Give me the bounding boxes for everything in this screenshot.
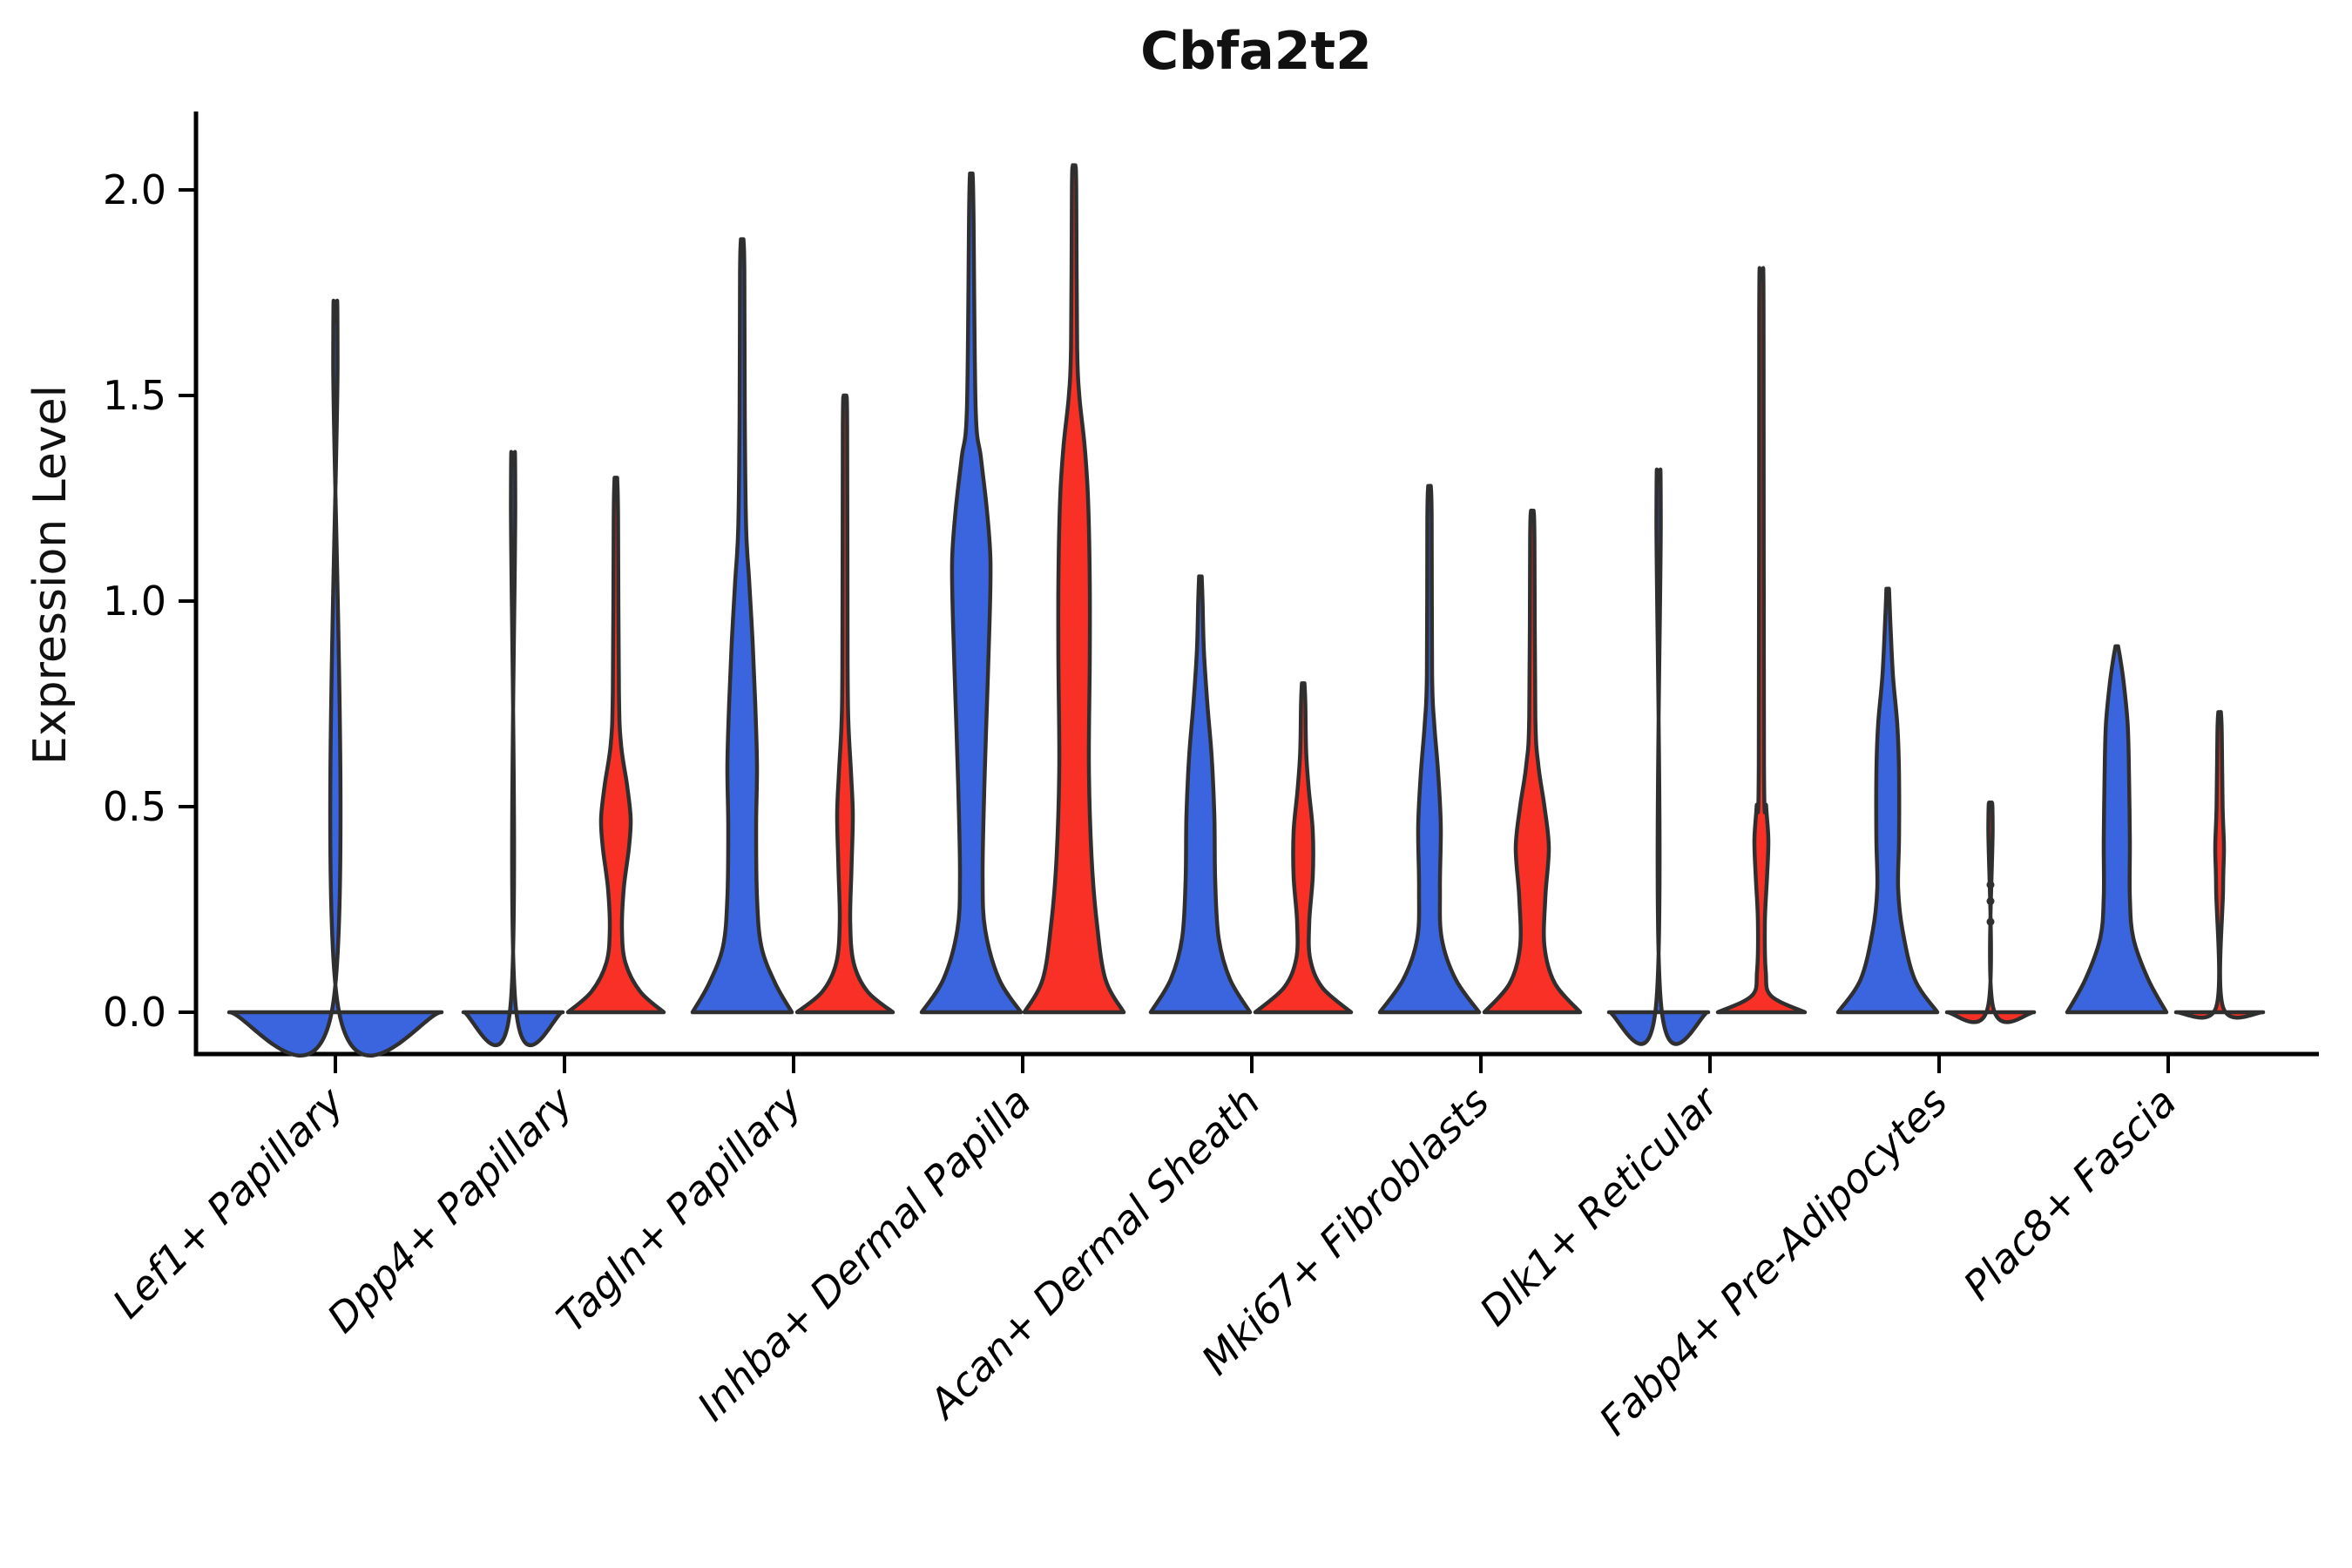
- violin-red-3: [1022, 163, 1126, 1015]
- y-axis-label: Expression Level: [24, 384, 77, 766]
- violin-blue-4: [1148, 574, 1253, 1015]
- violin-blue-0: [226, 298, 444, 1058]
- outlier-point: [1986, 881, 1995, 889]
- violin-blue-1: [461, 449, 565, 1048]
- violin-red-1: [565, 476, 666, 1015]
- chart-title: Cbfa2t2: [1140, 21, 1372, 82]
- violin-red-8: [2173, 710, 2266, 1020]
- violin-blue-6: [1606, 467, 1711, 1046]
- outlier-point: [1986, 897, 1995, 906]
- y-tick-label: 0.5: [103, 783, 166, 830]
- violin-blue-7: [1835, 586, 1940, 1015]
- violin-blue-2: [690, 237, 794, 1015]
- y-tick-label: 1.0: [103, 578, 166, 625]
- x-category-label: Dpp4+ Papillary: [318, 1078, 582, 1342]
- axis-spines: [193, 112, 2319, 1057]
- y-tick-label: 0.0: [103, 989, 166, 1036]
- x-category-label: Plac8+ Fascia: [1954, 1078, 2185, 1309]
- x-category-label: Lef1+ Papillary: [104, 1078, 353, 1327]
- violin-red-5: [1482, 508, 1583, 1015]
- violin-blue-5: [1377, 483, 1482, 1015]
- violin-blue-8: [2065, 644, 2169, 1015]
- y-tick-label: 1.5: [103, 372, 166, 419]
- violin-red-4: [1253, 681, 1354, 1015]
- outlier-point: [1986, 917, 1995, 926]
- y-tick-label: 2.0: [103, 166, 166, 213]
- violin-red-2: [794, 393, 896, 1015]
- violin-red-7: [1944, 801, 2037, 1024]
- x-category-label: Dlk1+ Reticular: [1470, 1076, 1729, 1335]
- violin-red-6: [1715, 266, 1808, 1015]
- violin-blue-3: [919, 171, 1024, 1015]
- x-category-label: Tagln+ Papillary: [547, 1078, 811, 1342]
